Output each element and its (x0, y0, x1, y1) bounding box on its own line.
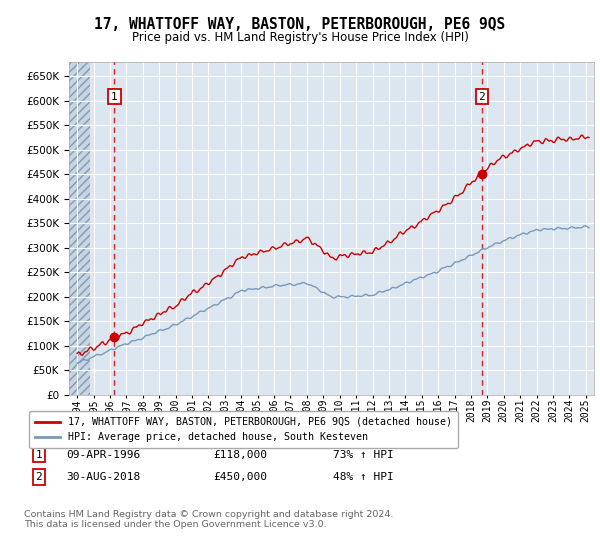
Bar (69, 62, 89, 395)
Text: £118,000: £118,000 (213, 450, 267, 460)
Text: 30-AUG-2018: 30-AUG-2018 (66, 472, 140, 482)
Bar (69, 62, 89, 395)
Text: 1: 1 (35, 450, 43, 460)
Text: 09-APR-1996: 09-APR-1996 (66, 450, 140, 460)
Legend: 17, WHATTOFF WAY, BASTON, PETERBOROUGH, PE6 9QS (detached house), HPI: Average p: 17, WHATTOFF WAY, BASTON, PETERBOROUGH, … (29, 411, 458, 448)
Text: 2: 2 (35, 472, 43, 482)
Text: Price paid vs. HM Land Registry's House Price Index (HPI): Price paid vs. HM Land Registry's House … (131, 31, 469, 44)
Text: £450,000: £450,000 (213, 472, 267, 482)
Text: 73% ↑ HPI: 73% ↑ HPI (333, 450, 394, 460)
Text: 1: 1 (111, 92, 118, 101)
Text: 17, WHATTOFF WAY, BASTON, PETERBOROUGH, PE6 9QS: 17, WHATTOFF WAY, BASTON, PETERBOROUGH, … (94, 17, 506, 32)
Text: 2: 2 (478, 92, 485, 101)
Text: 48% ↑ HPI: 48% ↑ HPI (333, 472, 394, 482)
Text: Contains HM Land Registry data © Crown copyright and database right 2024.
This d: Contains HM Land Registry data © Crown c… (24, 510, 394, 529)
